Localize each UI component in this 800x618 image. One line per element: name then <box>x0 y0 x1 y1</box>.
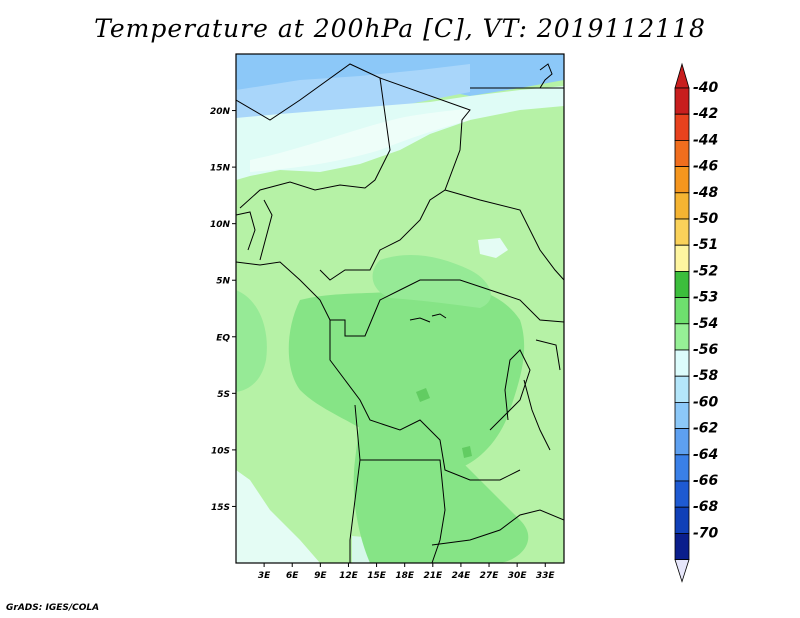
x-tick-label: 33E <box>536 571 556 581</box>
colorbar-label: -44 <box>693 132 718 148</box>
y-tick-label: 5N <box>216 277 230 287</box>
colorbar-swatch <box>674 401 690 429</box>
field-52-south <box>353 420 529 563</box>
colorbar-swatch <box>674 297 690 325</box>
x-tick-label: 24E <box>452 571 472 581</box>
colorbar-label: -51 <box>693 237 718 253</box>
y-tick-label: 10S <box>211 446 230 456</box>
x-tick-label: 6E <box>286 571 299 581</box>
field-cold-56-lighter <box>236 64 470 126</box>
colorbar-swatch <box>674 139 690 167</box>
country-borders <box>236 63 564 563</box>
y-tick-label: 20N <box>210 107 231 117</box>
colorbar-swatch <box>674 218 690 246</box>
colorbar-swatch <box>674 454 690 482</box>
colorbar-swatch <box>674 166 690 194</box>
colorbar-label: -64 <box>693 447 718 463</box>
colorbar: -40 -42 -44 -46 -48 -50 -51 -52 -53 -54 -56 -58 -60 -… <box>674 62 719 583</box>
colorbar-swatch <box>674 506 690 534</box>
colorbar-label: -66 <box>693 473 719 489</box>
field-52-north <box>372 255 491 308</box>
colorbar-swatch <box>674 428 690 456</box>
colorbar-label: -42 <box>693 106 718 122</box>
colorbar-swatch <box>674 113 690 141</box>
colorbar-label: -54 <box>693 316 718 332</box>
y-tick-label: 15N <box>210 164 231 174</box>
chart-title: Temperature at 200hPa [C], VT: 201911211… <box>94 14 706 43</box>
colorbar-swatch <box>674 533 690 561</box>
field-52-congo <box>288 285 525 469</box>
colorbar-label: -52 <box>693 263 718 279</box>
y-tick-label: 5S <box>217 390 230 400</box>
x-tick-label: 27E <box>480 571 500 581</box>
colorbar-swatch <box>674 323 690 351</box>
temperature-field <box>236 54 564 563</box>
chart: 3E 6E 9E 12E 15E 18E 21E 24E 27E 30E 33E 20N 15N 10N… <box>210 53 719 583</box>
x-tick-label: 18E <box>395 571 415 581</box>
colorbar-label: -48 <box>693 185 719 201</box>
field-52-dark-spot <box>416 388 430 402</box>
colorbar-swatch <box>674 87 690 115</box>
colorbar-label: -53 <box>693 290 718 306</box>
colorbar-label: -62 <box>693 421 718 437</box>
x-tick-label: 9E <box>314 571 327 581</box>
y-tick-label: EQ <box>216 333 230 343</box>
colorbar-label: -46 <box>693 159 719 175</box>
colorbar-label: -56 <box>693 342 719 358</box>
field-52-dark-spot-2 <box>462 446 472 458</box>
x-tick-label: 30E <box>508 571 528 581</box>
colorbar-label: -60 <box>693 394 719 410</box>
grads-credit: GrADS: IGES/COLA <box>6 603 100 613</box>
colorbar-label: -68 <box>693 499 719 515</box>
colorbar-label: -70 <box>693 525 719 541</box>
field-52-west <box>236 290 267 392</box>
x-tick-label: 15E <box>367 571 387 581</box>
colorbar-top-arrow <box>674 62 690 89</box>
colorbar-swatch <box>674 270 690 298</box>
x-tick-label: 3E <box>258 571 271 581</box>
colorbar-swatch <box>674 375 690 403</box>
colorbar-label: -40 <box>693 80 719 96</box>
colorbar-bottom-arrow <box>674 559 690 583</box>
field-54-patch-west <box>236 470 320 563</box>
colorbar-swatch <box>674 192 690 220</box>
colorbar-label: -50 <box>693 211 719 227</box>
colorbar-label: -58 <box>693 368 719 384</box>
y-tick-label: 10N <box>210 220 231 230</box>
colorbar-swatch <box>674 349 690 377</box>
x-tick-label: 21E <box>423 571 443 581</box>
y-axis: 20N 15N 10N 5N EQ 5S 10S 15S <box>210 107 236 513</box>
colorbar-swatch <box>674 480 690 508</box>
map-frame <box>235 53 565 564</box>
colorbar-swatch <box>674 244 690 272</box>
x-tick-label: 12E <box>339 571 359 581</box>
field-54-streak <box>250 108 470 172</box>
y-tick-label: 15S <box>211 503 230 513</box>
field-54-patch-east <box>478 238 508 258</box>
x-axis: 3E 6E 9E 12E 15E 18E 21E 24E 27E 30E 33E <box>258 563 556 581</box>
